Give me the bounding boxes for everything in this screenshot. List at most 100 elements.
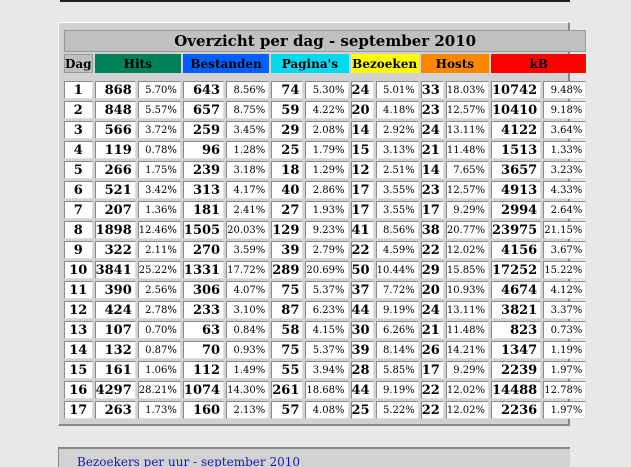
cell-hosts-pct: 20.77% <box>445 221 489 239</box>
cell-files-pct: 17.72% <box>226 261 270 279</box>
cell-pages: 75 <box>271 341 304 359</box>
cell-visits: 28 <box>350 361 374 379</box>
cell-pages: 75 <box>271 281 304 299</box>
cell-files-pct: 3.45% <box>226 121 270 139</box>
cell-kb: 4156 <box>490 241 542 259</box>
cell-pages: 261 <box>271 381 304 399</box>
top-divider <box>60 0 570 2</box>
cell-visits: 44 <box>350 301 374 319</box>
cell-files: 181 <box>182 201 225 219</box>
cell-kb: 2239 <box>490 361 542 379</box>
cell-kb-pct: 2.64% <box>543 201 587 219</box>
cell-kb-pct: 4.33% <box>543 181 587 199</box>
cell-visits-pct: 3.55% <box>375 201 419 219</box>
cell-hits: 322 <box>94 241 136 259</box>
cell-visits: 41 <box>350 221 374 239</box>
table-row: 5 266 1.75% 239 3.18% 18 1.29% 12 2.51% 14 7.65% 36… <box>64 161 587 179</box>
daily-stats-table: Overzicht per dag - september 2010 Dag H… <box>62 28 588 421</box>
cell-hosts: 29 <box>420 261 444 279</box>
table-row: 4 119 0.78% 96 1.28% 25 1.79% 15 3.13% 21 11.48% 15… <box>64 141 587 159</box>
cell-kb-pct: 0.73% <box>543 321 587 339</box>
cell-kb: 823 <box>490 321 542 339</box>
cell-visits-pct: 3.13% <box>375 141 419 159</box>
cell-hosts: 20 <box>420 281 444 299</box>
header-hits: Hits <box>94 54 181 73</box>
cell-kb: 14488 <box>490 381 542 399</box>
cell-hosts-pct: 18.03% <box>445 81 489 99</box>
cell-visits-pct: 3.55% <box>375 181 419 199</box>
cell-day: 14 <box>64 341 93 359</box>
cell-kb-pct: 21.15% <box>543 221 587 239</box>
cell-hits: 4297 <box>94 381 136 399</box>
cell-hosts-pct: 12.02% <box>445 241 489 259</box>
cell-hits-pct: 1.75% <box>137 161 181 179</box>
cell-hits: 207 <box>94 201 136 219</box>
cell-hosts: 24 <box>420 301 444 319</box>
cell-day: 2 <box>64 101 93 119</box>
cell-visits: 39 <box>350 341 374 359</box>
cell-hosts-pct: 13.11% <box>445 301 489 319</box>
cell-kb: 4913 <box>490 181 542 199</box>
cell-pages-pct: 6.23% <box>305 301 349 319</box>
table-row: 12 424 2.78% 233 3.10% 87 6.23% 44 9.19% 24 13.11%… <box>64 301 587 319</box>
cell-files: 643 <box>182 81 225 99</box>
cell-day: 5 <box>64 161 93 179</box>
table-row: 1 868 5.70% 643 8.56% 74 5.30% 24 5.01% 33 18.03% 1… <box>64 81 587 99</box>
cell-pages: 40 <box>271 181 304 199</box>
cell-hosts: 23 <box>420 181 444 199</box>
cell-day: 13 <box>64 321 93 339</box>
cell-kb: 4122 <box>490 121 542 139</box>
cell-visits-pct: 2.92% <box>375 121 419 139</box>
header-hosts: Hosts <box>420 54 489 73</box>
cell-pages: 87 <box>271 301 304 319</box>
cell-pages: 58 <box>271 321 304 339</box>
cell-hosts: 22 <box>420 241 444 259</box>
cell-hits-pct: 1.36% <box>137 201 181 219</box>
cell-files-pct: 3.18% <box>226 161 270 179</box>
daily-stats-panel: Overzicht per dag - september 2010 Dag H… <box>58 22 587 426</box>
cell-pages-pct: 2.79% <box>305 241 349 259</box>
cell-hits-pct: 1.73% <box>137 401 181 419</box>
table-row: 7 207 1.36% 181 2.41% 27 1.93% 17 3.55% 17 9.29% 29… <box>64 201 587 219</box>
cell-files-pct: 8.75% <box>226 101 270 119</box>
cell-kb: 2236 <box>490 401 542 419</box>
cell-hits: 1898 <box>94 221 136 239</box>
cell-hits: 868 <box>94 81 136 99</box>
cell-pages: 74 <box>271 81 304 99</box>
cell-visits: 12 <box>350 161 374 179</box>
cell-pages-pct: 1.29% <box>305 161 349 179</box>
cell-day: 1 <box>64 81 93 99</box>
cell-kb-pct: 12.78% <box>543 381 587 399</box>
cell-hits-pct: 25.22% <box>137 261 181 279</box>
cell-kb: 1347 <box>490 341 542 359</box>
table-row: 17 263 1.73% 160 2.13% 57 4.08% 25 5.22% 22 12.02%… <box>64 401 587 419</box>
cell-visits: 50 <box>350 261 374 279</box>
cell-pages-pct: 1.79% <box>305 141 349 159</box>
cell-kb: 1513 <box>490 141 542 159</box>
table-row: 8 1898 12.46% 1505 20.03% 129 9.23% 41 8.56% 38 20… <box>64 221 587 239</box>
cell-files: 233 <box>182 301 225 319</box>
cell-pages: 55 <box>271 361 304 379</box>
cell-day: 16 <box>64 381 93 399</box>
cell-visits-pct: 9.19% <box>375 381 419 399</box>
cell-hits-pct: 0.87% <box>137 341 181 359</box>
cell-files: 1505 <box>182 221 225 239</box>
cell-files: 70 <box>182 341 225 359</box>
cell-files: 160 <box>182 401 225 419</box>
cell-visits: 17 <box>350 181 374 199</box>
cell-hits-pct: 0.70% <box>137 321 181 339</box>
cell-hosts-pct: 11.48% <box>445 141 489 159</box>
cell-pages-pct: 4.15% <box>305 321 349 339</box>
cell-visits: 44 <box>350 381 374 399</box>
cell-kb-pct: 1.97% <box>543 401 587 419</box>
cell-files-pct: 0.93% <box>226 341 270 359</box>
cell-hosts: 17 <box>420 361 444 379</box>
cell-hits: 107 <box>94 321 136 339</box>
hourly-stats-link[interactable]: Bezoekers per uur - september 2010 <box>77 455 300 467</box>
cell-hits: 848 <box>94 101 136 119</box>
cell-visits-pct: 2.51% <box>375 161 419 179</box>
cell-hits: 266 <box>94 161 136 179</box>
cell-pages: 18 <box>271 161 304 179</box>
table-row: 2 848 5.57% 657 8.75% 59 4.22% 20 4.18% 23 12.57% 1… <box>64 101 587 119</box>
cell-hosts: 38 <box>420 221 444 239</box>
